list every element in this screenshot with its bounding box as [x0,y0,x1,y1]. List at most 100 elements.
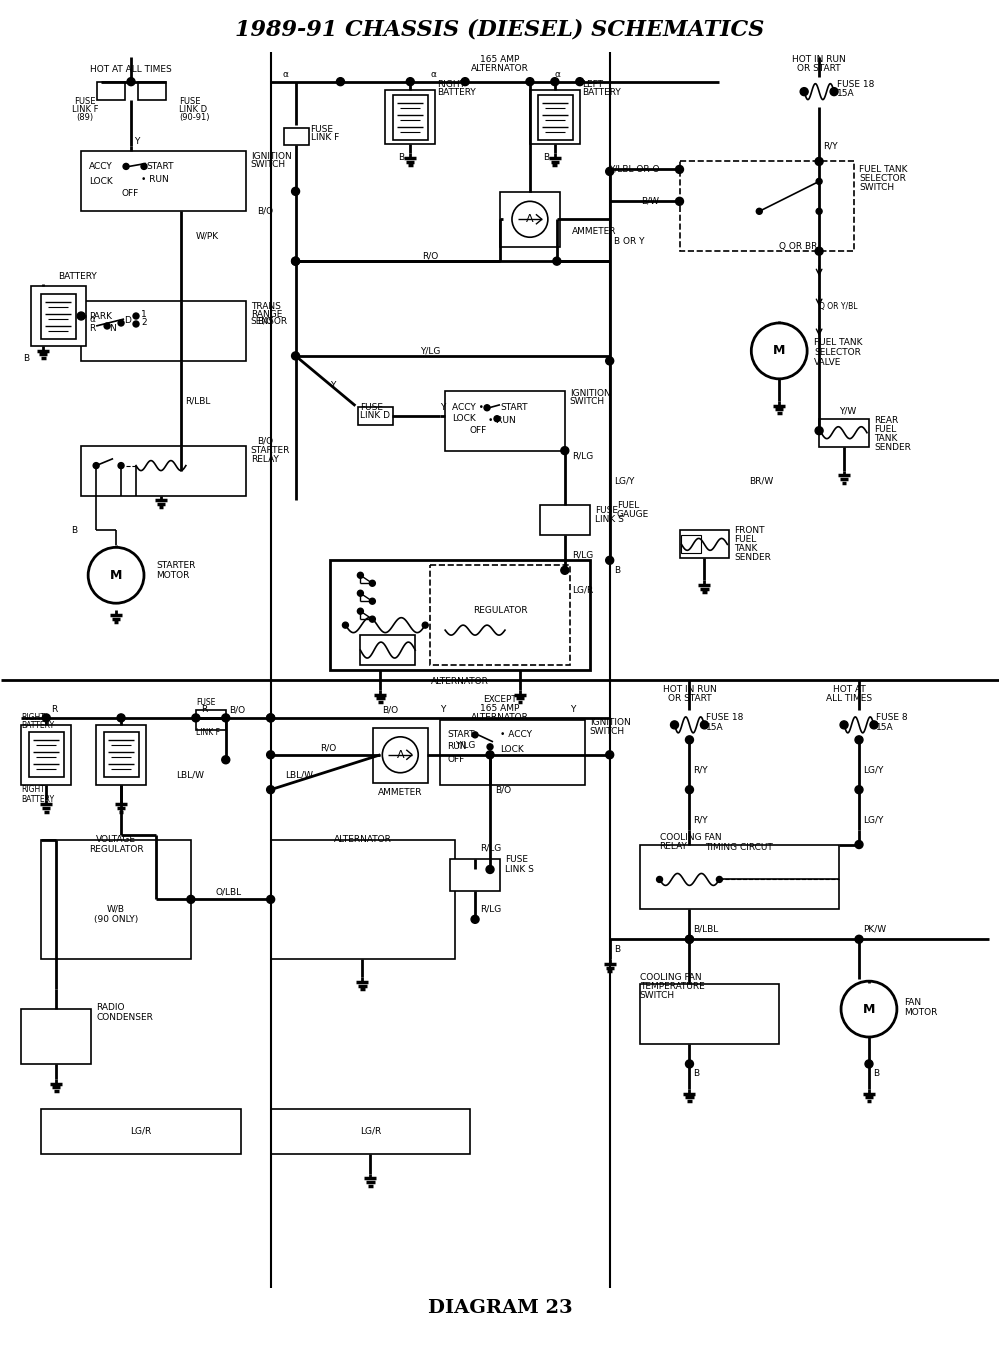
Text: OFF: OFF [469,426,486,436]
Text: ALL TIMES: ALL TIMES [826,695,872,703]
Circle shape [133,322,139,327]
Text: R/Y: R/Y [693,765,708,775]
Text: Y/LBL OR O: Y/LBL OR O [609,166,660,174]
Text: α: α [555,71,561,79]
Circle shape [117,714,125,722]
Text: B/LBL: B/LBL [693,925,719,934]
Text: Y/W: Y/W [839,406,856,415]
Bar [271,1109,470,1153]
Text: BATTERY: BATTERY [582,88,621,98]
Text: R/Y: R/Y [693,816,708,824]
Text: R/O: R/O [422,251,438,261]
Circle shape [267,750,275,759]
Circle shape [486,866,494,874]
Text: SWITCH: SWITCH [251,160,286,168]
Text: EXCEPT: EXCEPT [483,695,517,704]
Bar [21,725,71,784]
Text: SWITCH: SWITCH [570,398,605,406]
Text: R: R [89,324,95,334]
Bar [21,1010,91,1064]
Bar [373,727,428,783]
Text: LOCK: LOCK [500,745,524,754]
Text: FUSE: FUSE [74,98,96,106]
Circle shape [422,622,428,628]
Bar [500,193,560,247]
Text: B: B [71,527,77,535]
Text: FUSE: FUSE [595,506,618,514]
Text: LINK D: LINK D [360,411,390,421]
Text: RIGHT: RIGHT [437,80,465,90]
Text: FUSE: FUSE [196,699,215,707]
Text: LINK F: LINK F [72,104,98,114]
Text: RADIO: RADIO [96,1003,125,1011]
Text: BATTERY: BATTERY [21,722,54,730]
Text: FUSE 18: FUSE 18 [706,714,744,722]
Text: IGNITION: IGNITION [570,389,611,399]
Text: FUSE 18: FUSE 18 [837,80,874,90]
Bar [540,505,590,536]
Text: RELAY: RELAY [251,455,279,464]
Text: SWITCH: SWITCH [640,991,675,1000]
Text: HOT IN RUN: HOT IN RUN [792,56,846,64]
Text: (90 ONLY): (90 ONLY) [94,915,138,924]
Bar [450,859,500,892]
Text: TRANS: TRANS [251,301,281,311]
Text: B: B [693,1069,700,1079]
Text: 165 AMP: 165 AMP [480,56,520,64]
Circle shape [606,167,614,175]
Text: α: α [430,71,436,79]
Text: SENDER: SENDER [874,444,911,452]
Text: FUEL: FUEL [617,501,639,510]
Bar [96,725,146,784]
Text: START: START [447,730,475,740]
Text: B/O: B/O [229,706,245,714]
Text: FRONT: FRONT [734,527,765,535]
Circle shape [357,573,363,578]
Text: START: START [500,403,528,413]
Text: SENDER: SENDER [734,552,771,562]
Text: LINK S: LINK S [595,514,624,524]
Circle shape [192,714,200,722]
Text: LG/R: LG/R [130,1126,152,1136]
Bar [358,407,393,425]
Bar [81,152,246,212]
Text: HOT AT ALL TIMES: HOT AT ALL TIMES [90,65,172,75]
Bar [284,128,309,145]
Text: R/LG: R/LG [572,551,593,560]
Text: BATTERY: BATTERY [21,795,54,805]
Text: R/Y: R/Y [823,142,838,151]
Text: FUEL: FUEL [874,425,896,434]
Text: MOTOR: MOTOR [904,1007,937,1016]
Text: TANK: TANK [874,434,897,444]
Circle shape [267,896,275,904]
Circle shape [484,404,490,411]
Circle shape [756,209,762,214]
Bar [81,301,246,361]
Bar [538,95,573,140]
Text: PARK: PARK [89,312,112,320]
Circle shape [222,756,230,764]
Text: LG/Y: LG/Y [863,765,883,775]
Circle shape [123,163,129,170]
Bar [97,81,125,99]
Text: BR/W: BR/W [749,476,774,484]
Text: LOCK: LOCK [89,176,113,186]
Circle shape [336,77,344,85]
Circle shape [553,258,561,265]
Text: SWITCH: SWITCH [590,727,625,737]
Text: RELAY: RELAY [660,843,687,851]
Text: RIGHT: RIGHT [21,714,45,722]
Bar [393,95,428,140]
Text: B: B [614,566,620,575]
Circle shape [369,616,375,622]
Text: LBL/W: LBL/W [176,771,204,779]
Text: ACCY: ACCY [89,161,113,171]
Circle shape [816,178,822,185]
Text: (90-91): (90-91) [179,113,209,122]
Text: DIAGRAM 23: DIAGRAM 23 [428,1299,572,1318]
Text: LEFT: LEFT [582,80,603,90]
Text: OR START: OR START [668,695,711,703]
Circle shape [855,840,863,848]
Circle shape [526,77,534,85]
Bar [41,840,191,959]
